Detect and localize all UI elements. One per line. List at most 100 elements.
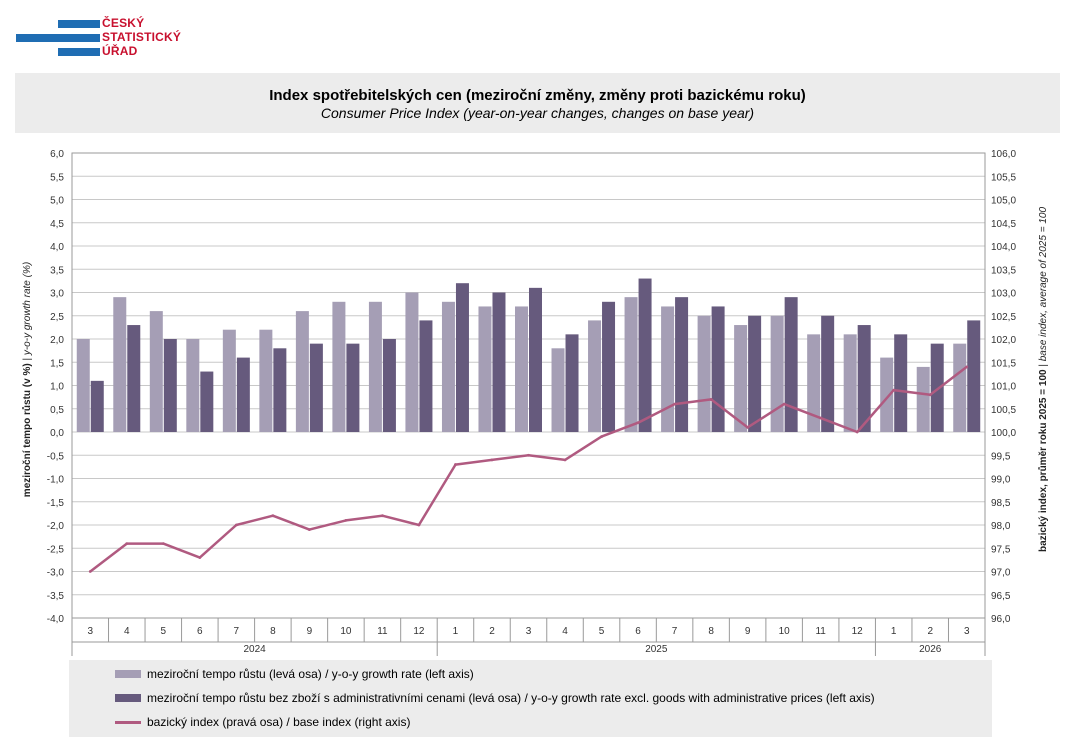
logo-stripe (58, 48, 100, 56)
right-tick-label: 98,5 (991, 498, 1011, 509)
right-tick-label: 103,0 (991, 289, 1016, 300)
month-label: 3 (526, 626, 532, 637)
left-tick-label: 1,0 (50, 382, 64, 393)
bar-growth (697, 315, 711, 432)
base-index-point (746, 425, 750, 429)
bar-growth (734, 325, 748, 432)
base-index-point (161, 542, 165, 545)
bar-growth-excl (309, 343, 323, 432)
base-index-point (600, 435, 603, 439)
logo-stripe (16, 34, 100, 42)
bar-growth-excl (894, 334, 908, 432)
month-label: 11 (377, 626, 388, 637)
bar-growth-excl (200, 371, 214, 432)
logo-text: ČESKÝ STATISTICKÝ ÚŘAD (102, 16, 181, 58)
year-label: 2025 (645, 644, 668, 655)
month-label: 1 (891, 626, 897, 637)
right-tick-label: 96,5 (991, 591, 1011, 602)
bar-growth (661, 306, 675, 432)
bar-growth-excl (419, 320, 433, 432)
base-index-point (563, 458, 567, 462)
year-label: 2026 (919, 644, 942, 655)
logo-stripes (16, 16, 100, 60)
month-label: 7 (234, 626, 240, 637)
bar-growth (76, 339, 90, 432)
month-label: 10 (779, 626, 791, 637)
bar-growth (880, 357, 894, 432)
bar-growth-excl (638, 278, 652, 432)
left-tick-label: 0,5 (50, 405, 64, 416)
legend-label-growth-excl: meziroční tempo růstu bez zboží s admini… (147, 691, 875, 705)
month-label: 4 (124, 626, 130, 637)
left-tick-label: 3,0 (50, 289, 64, 300)
right-tick-label: 100,5 (991, 405, 1016, 416)
bar-growth-excl (346, 343, 360, 432)
bar-growth (551, 348, 565, 432)
chart-legend: meziroční tempo růstu (levá osa) / y-o-y… (69, 660, 992, 737)
left-tick-label: -4,0 (47, 614, 65, 625)
base-index-point (307, 528, 311, 532)
left-tick-label: -2,5 (47, 544, 65, 555)
bar-growth-excl (565, 334, 579, 432)
right-axis-title: bazický index, průměr roku 2025 = 100 | … (1037, 207, 1049, 552)
bar-growth-excl (382, 339, 396, 432)
right-tick-label: 103,5 (991, 265, 1016, 276)
month-label: 11 (815, 626, 826, 637)
bar-growth-excl (675, 297, 689, 432)
left-tick-label: -3,5 (47, 591, 65, 602)
month-label: 1 (453, 626, 459, 637)
base-index-point (234, 523, 238, 527)
year-label: 2024 (243, 644, 266, 655)
month-label: 6 (197, 626, 203, 637)
month-label: 12 (413, 626, 425, 637)
right-tick-label: 104,5 (991, 219, 1016, 230)
bar-growth (624, 297, 638, 432)
base-index-point (344, 518, 348, 522)
left-tick-label: 2,0 (50, 335, 64, 346)
bar-growth-excl (236, 357, 250, 432)
bar-growth (332, 301, 346, 432)
base-index-point (88, 570, 92, 573)
czso-logo: ČESKÝ STATISTICKÝ ÚŘAD (16, 16, 216, 60)
bar-growth-excl (529, 287, 542, 432)
right-tick-label: 99,0 (991, 475, 1011, 486)
month-label: 2 (927, 626, 933, 637)
right-tick-label: 98,0 (991, 521, 1011, 532)
bar-growth (588, 320, 602, 432)
base-index-point (454, 463, 457, 466)
base-index-point (636, 421, 640, 425)
right-tick-label: 105,5 (991, 172, 1016, 183)
logo-line: ČESKÝ (102, 16, 145, 30)
bar-growth (478, 306, 492, 432)
chart-title-box: Index spotřebitelských cen (meziroční zm… (15, 73, 1060, 133)
right-tick-label: 102,5 (991, 312, 1016, 323)
bar-growth (515, 306, 528, 432)
right-tick-label: 100,0 (991, 428, 1016, 439)
bar-growth (770, 315, 784, 432)
right-tick-label: 105,0 (991, 196, 1016, 207)
logo-stripe (58, 20, 100, 28)
chart-title: Index spotřebitelských cen (meziroční zm… (269, 87, 806, 104)
bar-growth-excl (711, 306, 725, 432)
base-index-point (198, 556, 202, 559)
bar-growth-excl (602, 301, 616, 432)
bar-growth-excl (492, 292, 506, 432)
month-label: 3 (87, 626, 93, 637)
bar-growth (843, 334, 857, 432)
right-tick-label: 101,0 (991, 382, 1016, 393)
base-index-point (709, 398, 713, 401)
bar-growth-excl (967, 320, 981, 432)
bar-growth (149, 311, 163, 432)
legend-label-base-index: bazický index (pravá osa) / base index (… (147, 715, 411, 729)
base-index-point (490, 458, 494, 462)
bar-growth (807, 334, 821, 432)
base-index-point (819, 416, 823, 420)
right-tick-label: 99,5 (991, 451, 1011, 462)
bar-growth (441, 301, 455, 432)
left-tick-label: 1,5 (50, 358, 64, 369)
month-label: 12 (852, 626, 864, 637)
right-tick-label: 106,0 (991, 149, 1016, 160)
month-label: 4 (562, 626, 568, 637)
base-index-point (381, 514, 384, 518)
left-tick-label: 6,0 (50, 149, 64, 160)
